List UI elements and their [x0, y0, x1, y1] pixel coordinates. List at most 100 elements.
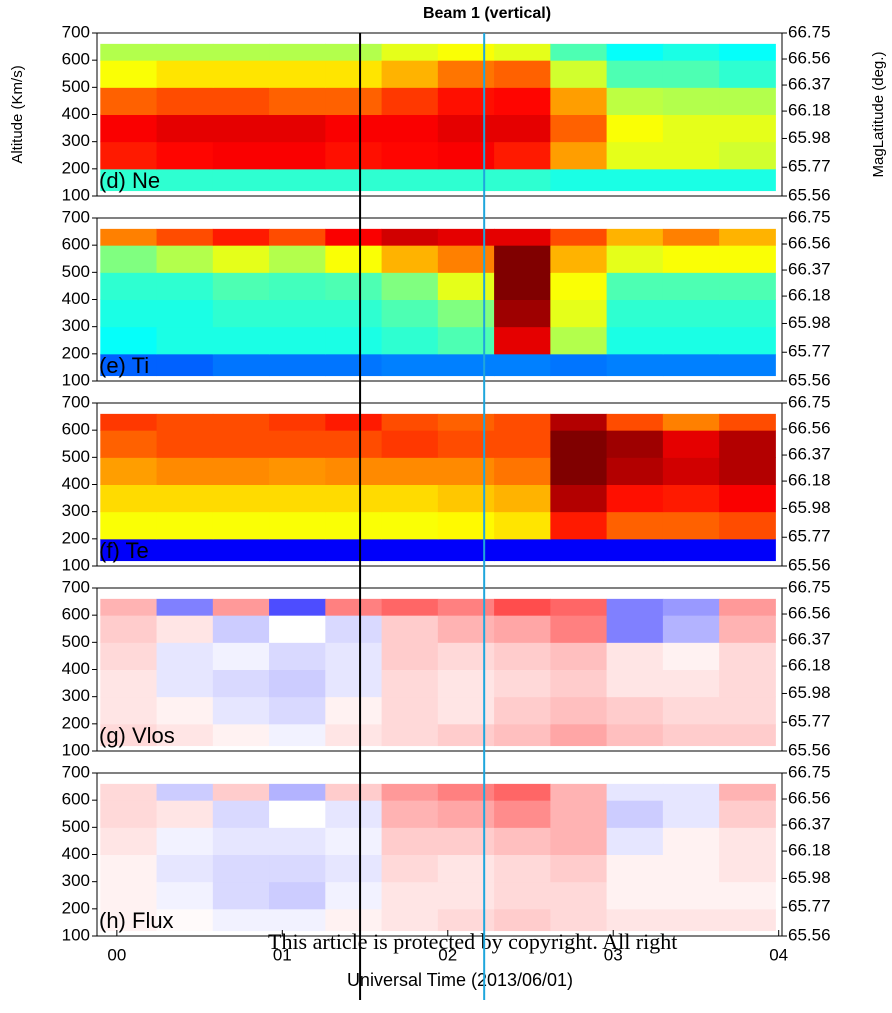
- heat-cell: [156, 783, 214, 801]
- heat-cell: [325, 854, 383, 883]
- heat-cell: [437, 669, 495, 698]
- heat-cell: [494, 484, 551, 513]
- heat-cell: [325, 168, 383, 192]
- heat-cell: [381, 326, 439, 355]
- heat-cell: [494, 827, 551, 855]
- y-tick-label: 400: [62, 844, 90, 863]
- panel-label: (e) Ti: [99, 353, 149, 378]
- heat-cell: [156, 642, 214, 670]
- heat-cell: [550, 60, 608, 88]
- y2-tick-label: 65.77: [788, 157, 831, 176]
- heat-cell: [269, 430, 326, 458]
- heat-cell: [100, 538, 158, 562]
- heat-cell: [212, 696, 270, 725]
- heat-cell: [100, 800, 158, 828]
- heat-cell: [606, 457, 664, 485]
- heat-cell: [719, 228, 776, 246]
- heat-cell: [100, 228, 158, 246]
- heat-cell: [662, 326, 720, 355]
- heat-cell: [662, 457, 720, 485]
- heat-cell: [550, 413, 608, 431]
- heat-cell: [269, 538, 326, 562]
- y-tick-label: 200: [62, 713, 90, 732]
- y-tick-label: 200: [62, 158, 90, 177]
- heat-cell: [662, 696, 720, 725]
- heat-cell: [437, 272, 495, 300]
- heat-cell: [381, 413, 439, 431]
- heat-cell: [662, 353, 720, 377]
- heat-cell: [437, 245, 495, 273]
- heat-cell: [719, 598, 776, 616]
- heat-cell: [606, 60, 664, 88]
- heat-cell: [269, 854, 326, 883]
- heat-cell: [606, 484, 664, 513]
- heat-cell: [437, 615, 495, 643]
- y2-tick-label: 65.77: [788, 897, 831, 916]
- heat-cell: [156, 228, 214, 246]
- heat-cell: [100, 245, 158, 273]
- heat-cell: [719, 615, 776, 643]
- heat-cell: [437, 854, 495, 883]
- heat-cell: [212, 800, 270, 828]
- heat-cell: [606, 245, 664, 273]
- y2-tick-label: 65.98: [788, 313, 831, 332]
- heat-cell: [325, 87, 383, 115]
- heat-cell: [381, 723, 439, 747]
- heat-cell: [494, 430, 551, 458]
- heat-cell: [212, 484, 270, 513]
- heat-cell: [719, 800, 776, 828]
- heat-cell: [100, 299, 158, 328]
- heat-cell: [494, 413, 551, 431]
- heat-cell: [381, 272, 439, 300]
- heat-cell: [381, 141, 439, 170]
- heat-cell: [550, 43, 608, 61]
- heat-cell: [494, 353, 551, 377]
- heat-cell: [437, 228, 495, 246]
- heat-cell: [381, 881, 439, 910]
- heat-cell: [494, 272, 551, 300]
- y2-tick-label: 66.56: [788, 419, 831, 438]
- heat-cell: [156, 881, 214, 910]
- heat-cell: [212, 60, 270, 88]
- heat-cell: [325, 430, 383, 458]
- heat-cell: [437, 696, 495, 725]
- heat-cell: [269, 669, 326, 698]
- heat-cell: [212, 457, 270, 485]
- heat-cell: [437, 642, 495, 670]
- heat-cell: [662, 538, 720, 562]
- heat-cell: [156, 141, 214, 170]
- heat-cell: [437, 43, 495, 61]
- y2-tick-label: 66.37: [788, 630, 831, 649]
- heat-cell: [494, 854, 551, 883]
- y-tick-label: 100: [62, 370, 90, 389]
- heat-cell: [494, 723, 551, 747]
- heat-cell: [100, 783, 158, 801]
- heat-cell: [212, 723, 270, 747]
- heat-cell: [662, 723, 720, 747]
- heat-cell: [325, 413, 383, 431]
- heat-cell: [381, 228, 439, 246]
- heat-cell: [494, 783, 551, 801]
- heat-cell: [719, 854, 776, 883]
- heat-cell: [325, 642, 383, 670]
- y-tick-label: 100: [62, 555, 90, 574]
- heat-cell: [550, 87, 608, 115]
- heat-cell: [381, 168, 439, 192]
- heat-cell: [662, 615, 720, 643]
- heat-cell: [381, 43, 439, 61]
- heat-cell: [212, 141, 270, 170]
- heat-cell: [269, 723, 326, 747]
- heat-cell: [494, 908, 551, 932]
- heat-cell: [212, 87, 270, 115]
- heat-cell: [437, 484, 495, 513]
- heat-cell: [212, 413, 270, 431]
- heat-cell: [100, 723, 158, 747]
- heat-cell: [100, 881, 158, 910]
- heat-cell: [606, 881, 664, 910]
- heat-cell: [606, 669, 664, 698]
- heat-cell: [100, 413, 158, 431]
- heat-cell: [269, 43, 326, 61]
- heat-cell: [381, 642, 439, 670]
- heat-cell: [100, 484, 158, 513]
